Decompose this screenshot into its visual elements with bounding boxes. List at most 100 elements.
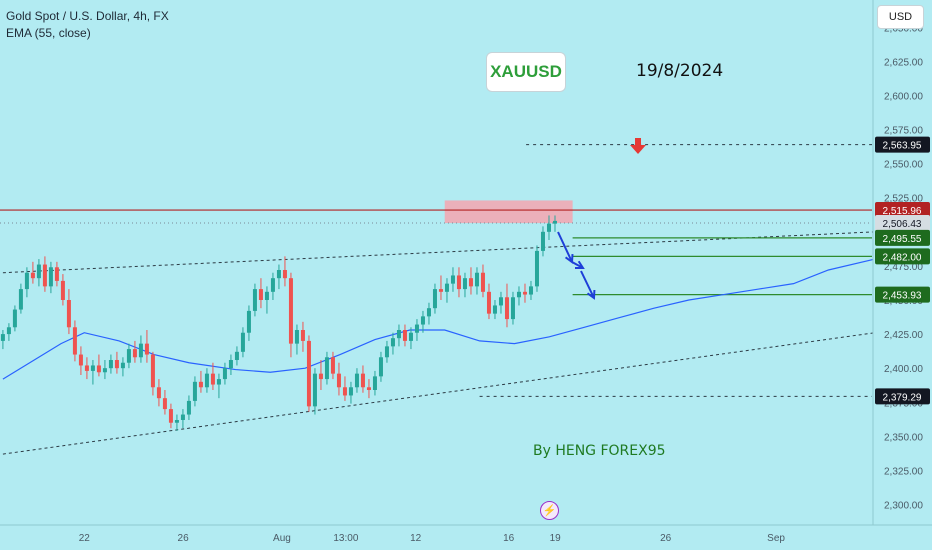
candle-body — [546, 223, 551, 232]
candle-body — [78, 354, 83, 366]
candle-body — [24, 272, 29, 290]
candle-body — [480, 272, 485, 292]
projection-arrow-2 — [571, 261, 584, 269]
price-label: 2,482.00 — [883, 252, 922, 263]
y-tick-label: 2,400.00 — [884, 364, 923, 375]
candle-body — [54, 267, 59, 281]
candle-body — [402, 330, 407, 341]
price-label-chip — [875, 202, 930, 219]
candle-body — [348, 387, 353, 396]
price-label: 2,506.43 — [883, 219, 922, 230]
candle-body — [486, 291, 491, 314]
candle-body — [366, 387, 371, 390]
candle-body — [540, 231, 545, 251]
candle-body — [36, 264, 41, 279]
projection-arrows — [557, 138, 646, 300]
date-label: 19/8/2024 — [636, 61, 724, 81]
x-tick-label: 16 — [503, 533, 515, 544]
candle-body — [162, 398, 167, 410]
price-label-chip — [875, 248, 930, 265]
resistance-zone — [444, 200, 573, 224]
candle-body — [432, 289, 437, 309]
price-label: 2,495.55 — [883, 234, 922, 245]
candle-body — [210, 373, 215, 385]
candle-body — [120, 362, 125, 369]
candle-body — [516, 291, 521, 298]
candle-body — [510, 297, 515, 320]
candle-body — [48, 267, 53, 287]
candle-body — [324, 357, 329, 380]
indicator-label: EMA (55, close) — [6, 26, 91, 40]
candle-body — [96, 365, 101, 373]
candle-body — [234, 351, 239, 360]
candle-body — [132, 349, 137, 358]
x-tick-label: 12 — [410, 533, 422, 544]
candle-body — [252, 289, 257, 311]
price-label-chip — [875, 215, 930, 232]
y-tick-label: 2,475.00 — [884, 262, 923, 273]
candle-body — [168, 409, 173, 423]
candle-body — [300, 330, 305, 341]
price-label: 2,453.93 — [883, 291, 922, 302]
candle-body — [312, 373, 317, 407]
ema-line — [2, 258, 876, 380]
candles — [0, 215, 557, 431]
candle-body — [492, 305, 497, 314]
price-label: 2,515.96 — [883, 206, 922, 217]
candle-body — [270, 278, 275, 292]
candle-body — [204, 373, 209, 388]
price-label-chip — [875, 388, 930, 405]
currency-button[interactable]: USD — [877, 5, 924, 29]
trendline — [2, 231, 875, 274]
candle-body — [84, 365, 89, 371]
candle-body — [246, 310, 251, 333]
symbol-label: Gold Spot / U.S. Dollar, 4h, FX — [6, 9, 169, 23]
candle-body — [306, 340, 311, 407]
x-tick-label: 13:00 — [333, 533, 358, 544]
candle-body — [474, 272, 479, 287]
candle-body — [378, 357, 383, 377]
candle-body — [72, 327, 77, 355]
lightning-icon[interactable]: ⚡ — [540, 501, 559, 520]
candle-body — [66, 300, 71, 328]
projection-arrow-1 — [557, 231, 573, 263]
price-axis-panel — [873, 0, 932, 550]
y-tick-label: 2,600.00 — [884, 91, 923, 102]
candle-body — [414, 324, 419, 333]
author-label: By HENG FOREX95 — [533, 443, 666, 459]
candle-body — [282, 270, 287, 279]
x-tick-label: 26 — [178, 533, 190, 544]
candle-body — [288, 278, 293, 344]
candle-body — [102, 368, 107, 373]
candle-body — [144, 343, 149, 355]
candle-body — [372, 376, 377, 390]
supply-zone — [444, 200, 573, 224]
candle-body — [60, 280, 65, 300]
candle-body — [108, 360, 113, 369]
candle-body — [192, 381, 197, 401]
price-label-chip — [875, 136, 930, 153]
candle-body — [522, 291, 527, 295]
candle-body — [150, 354, 155, 388]
candle-body — [450, 275, 455, 284]
candle-body — [264, 291, 269, 300]
projection-arrow-3-head — [586, 289, 596, 300]
ema-series — [2, 258, 876, 380]
chart-legend: Gold Spot / U.S. Dollar, 4h, FX EMA (55,… — [6, 8, 169, 42]
projection-arrow-3 — [580, 270, 595, 299]
x-tick-label: Aug — [273, 533, 291, 544]
candle-body — [174, 420, 179, 423]
candle-body — [528, 286, 533, 295]
candle-body — [18, 289, 23, 310]
projection-arrow-2-head — [574, 260, 585, 270]
candle-body — [420, 316, 425, 325]
candle-body — [240, 332, 245, 352]
y-tick-label: 2,300.00 — [884, 501, 923, 512]
candle-body — [384, 346, 389, 358]
price-label-chip — [875, 286, 930, 303]
x-tick-label: Sep — [767, 533, 785, 544]
trendlines — [2, 231, 875, 455]
candle-body — [426, 308, 431, 317]
y-tick-label: 2,575.00 — [884, 126, 923, 137]
